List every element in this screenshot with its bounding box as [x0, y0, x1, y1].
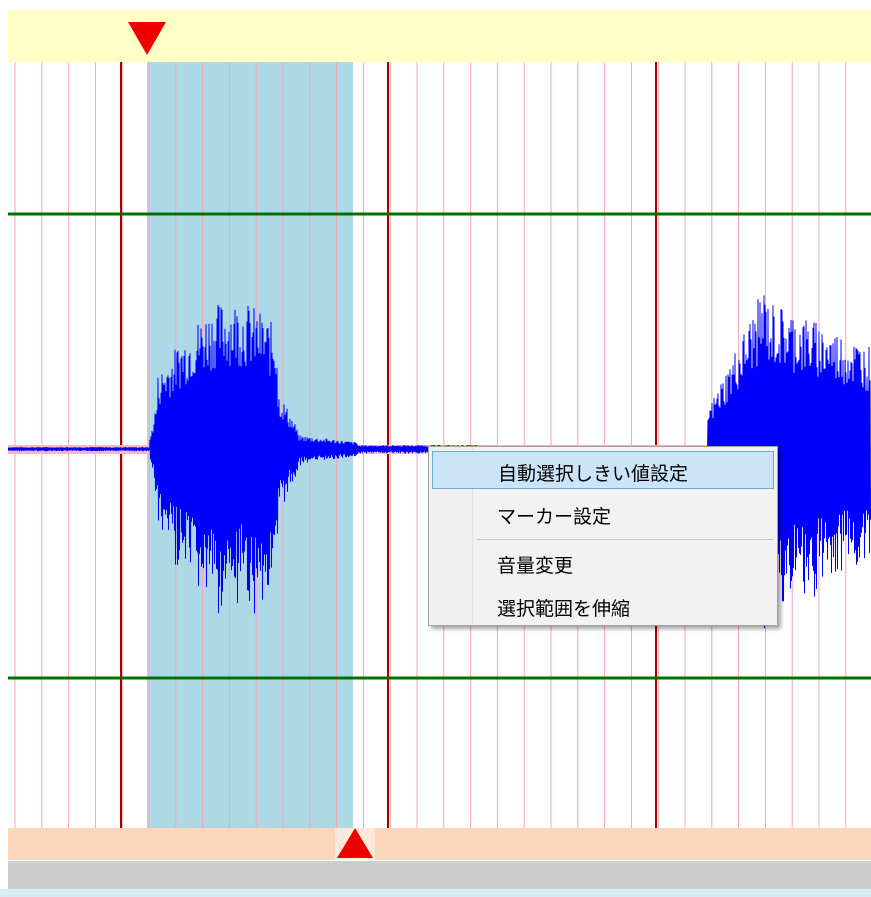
waveform-canvas[interactable]: [8, 62, 871, 828]
selection-end-marker-icon[interactable]: [337, 828, 373, 858]
menu-item-stretch-selection[interactable]: 選択範囲を伸縮: [432, 587, 774, 625]
menu-item-label: マーカー設定: [497, 506, 612, 528]
menu-item-label: 選択範囲を伸縮: [497, 598, 631, 620]
menu-item-marker-settings[interactable]: マーカー設定: [432, 495, 774, 533]
selection-start-marker-icon[interactable]: [128, 22, 166, 55]
menu-item-label: 音量変更: [497, 555, 574, 577]
menu-item-change-volume[interactable]: 音量変更: [432, 544, 774, 582]
waveform-view[interactable]: [8, 62, 871, 828]
menu-item-label: 自動選択しきい値設定: [498, 463, 689, 485]
window-bottom-edge: [0, 889, 871, 897]
menu-separator: [477, 539, 773, 540]
context-menu: 自動選択しきい値設定 マーカー設定 音量変更 選択範囲を伸縮: [428, 446, 778, 626]
menu-item-auto-select-threshold[interactable]: 自動選択しきい値設定: [432, 451, 774, 489]
bottom-time-ruler[interactable]: [8, 828, 871, 860]
horizontal-scrollbar[interactable]: [8, 861, 871, 889]
